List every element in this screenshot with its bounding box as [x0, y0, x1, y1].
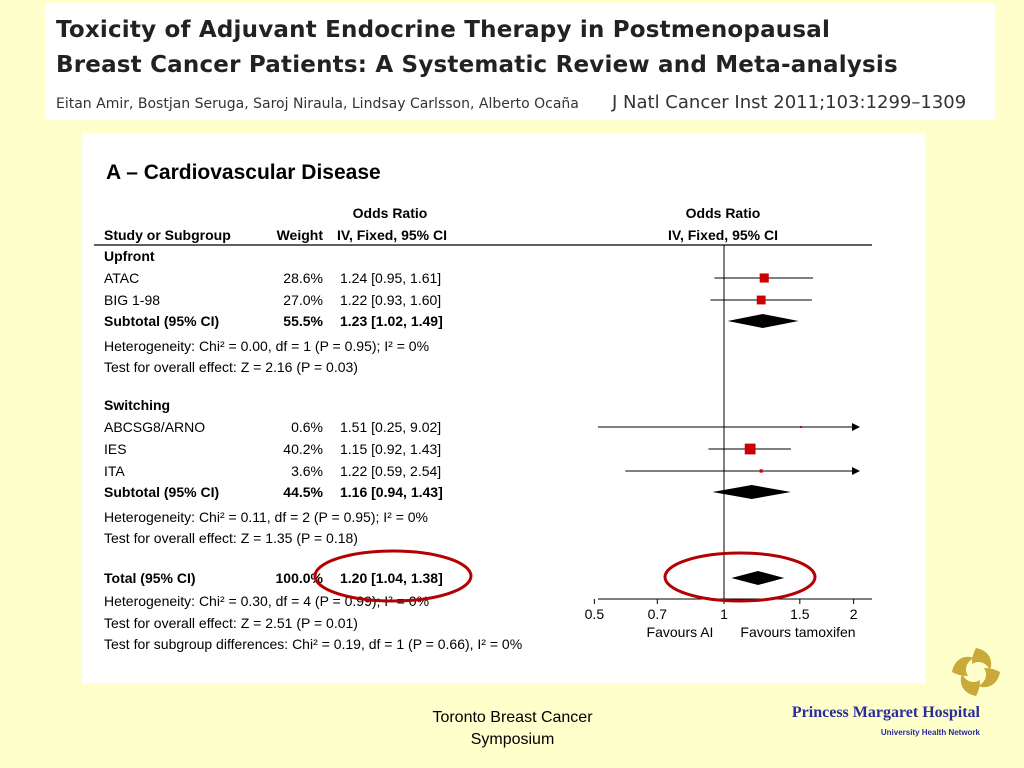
favours-right-label: Favours tamoxifen: [740, 624, 855, 640]
study-weight: 3.6%: [291, 463, 323, 479]
x-tick-label: 1.5: [790, 606, 810, 622]
x-tick-label: 0.7: [648, 606, 668, 622]
total-overall-effect-text: Test for overall effect: Z = 2.51 (P = 0…: [104, 615, 358, 631]
overall-effect-text: Test for overall effect: Z = 2.16 (P = 0…: [104, 359, 358, 375]
subtotal-ci: 1.23 [1.02, 1.49]: [340, 313, 443, 329]
col-weight-header: Weight: [277, 227, 324, 243]
study-name: ATAC: [104, 270, 139, 286]
subtotal-diamond: [727, 314, 799, 328]
hospital-logo-icon: [952, 648, 1000, 696]
study-square: [744, 443, 756, 455]
total-diamond: [731, 571, 785, 585]
heterogeneity-text: Heterogeneity: Chi² = 0.00, df = 1 (P = …: [104, 338, 429, 354]
study-ci: 1.15 [0.92, 1.43]: [340, 441, 441, 457]
overall-effect-text: Test for overall effect: Z = 1.35 (P = 0…: [104, 530, 358, 546]
hospital-network: University Health Network: [880, 728, 980, 737]
study-square: [800, 426, 803, 428]
hospital-name: Princess Margaret Hospital: [791, 704, 980, 721]
study-weight: 0.6%: [291, 419, 323, 435]
study-ci: 1.22 [0.93, 1.60]: [340, 292, 441, 308]
ci-arrow: [852, 423, 860, 431]
chart-title: A – Cardiovascular Disease: [106, 161, 381, 184]
subtotal-weight: 44.5%: [283, 484, 323, 500]
plot-header: Odds Ratio: [686, 205, 761, 221]
col-plot-header: IV, Fixed, 95% CI: [668, 227, 778, 243]
conference-line1: Toronto Breast Cancer: [432, 709, 593, 726]
subtotal-label: Subtotal (95% CI): [104, 313, 219, 329]
subtotal-diamond: [712, 485, 791, 499]
study-square: [756, 295, 766, 305]
or-header: Odds Ratio: [353, 205, 428, 221]
study-ci: 1.24 [0.95, 1.61]: [340, 270, 441, 286]
conference-label: Toronto Breast Cancer Symposium: [400, 707, 625, 751]
favours-left-label: Favours AI: [647, 624, 714, 640]
study-weight: 28.6%: [283, 270, 323, 286]
study-square: [759, 273, 769, 283]
study-name: ABCSG8/ARNO: [104, 419, 205, 435]
subtotal-weight: 55.5%: [283, 313, 323, 329]
study-square: [759, 469, 763, 473]
study-weight: 40.2%: [283, 441, 323, 457]
journal-citation: J Natl Cancer Inst 2011;103:1299–1309: [612, 92, 967, 113]
subtotal-ci: 1.16 [0.94, 1.43]: [340, 484, 443, 500]
x-tick-label: 0.5: [585, 606, 605, 622]
study-ci: 1.51 [0.25, 9.02]: [340, 419, 441, 435]
total-label: Total (95% CI): [104, 570, 196, 586]
paper-title-line1: Toxicity of Adjuvant Endocrine Therapy i…: [56, 17, 831, 43]
forest-plot-panel: A – Cardiovascular Disease Odds Ratio Odds…: [82, 133, 926, 683]
heterogeneity-text: Heterogeneity: Chi² = 0.11, df = 2 (P = …: [104, 509, 428, 525]
x-tick-label: 2: [850, 606, 858, 622]
study-ci: 1.22 [0.59, 2.54]: [340, 463, 441, 479]
paper-authors: Eitan Amir, Bostjan Seruga, Saroj Niraul…: [56, 96, 579, 112]
ci-arrow: [852, 467, 860, 475]
conference-line2: Symposium: [470, 731, 555, 748]
study-name: ITA: [104, 463, 125, 479]
study-name: IES: [104, 441, 127, 457]
subtotal-label: Subtotal (95% CI): [104, 484, 219, 500]
study-weight: 27.0%: [283, 292, 323, 308]
col-or-header: IV, Fixed, 95% CI: [337, 227, 447, 243]
total-ci: 1.20 [1.04, 1.38]: [340, 570, 443, 586]
x-tick-label: 1: [720, 606, 728, 622]
total-weight: 100.0%: [276, 570, 324, 586]
subgroup-name: Switching: [104, 397, 170, 413]
col-study-header: Study or Subgroup: [104, 227, 231, 243]
paper-title-line2: Breast Cancer Patients: A Systematic Rev…: [56, 52, 898, 78]
highlight-ellipse-ci: [313, 549, 473, 603]
highlight-ellipse-diamond: [663, 551, 817, 603]
forest-plot: A – Cardiovascular Disease Odds Ratio Odds…: [94, 161, 872, 652]
subgroup-differences-text: Test for subgroup differences: Chi² = 0.…: [104, 636, 522, 652]
subgroup-name: Upfront: [104, 248, 155, 264]
study-name: BIG 1-98: [104, 292, 160, 308]
paper-header: Toxicity of Adjuvant Endocrine Therapy i…: [45, 3, 995, 120]
